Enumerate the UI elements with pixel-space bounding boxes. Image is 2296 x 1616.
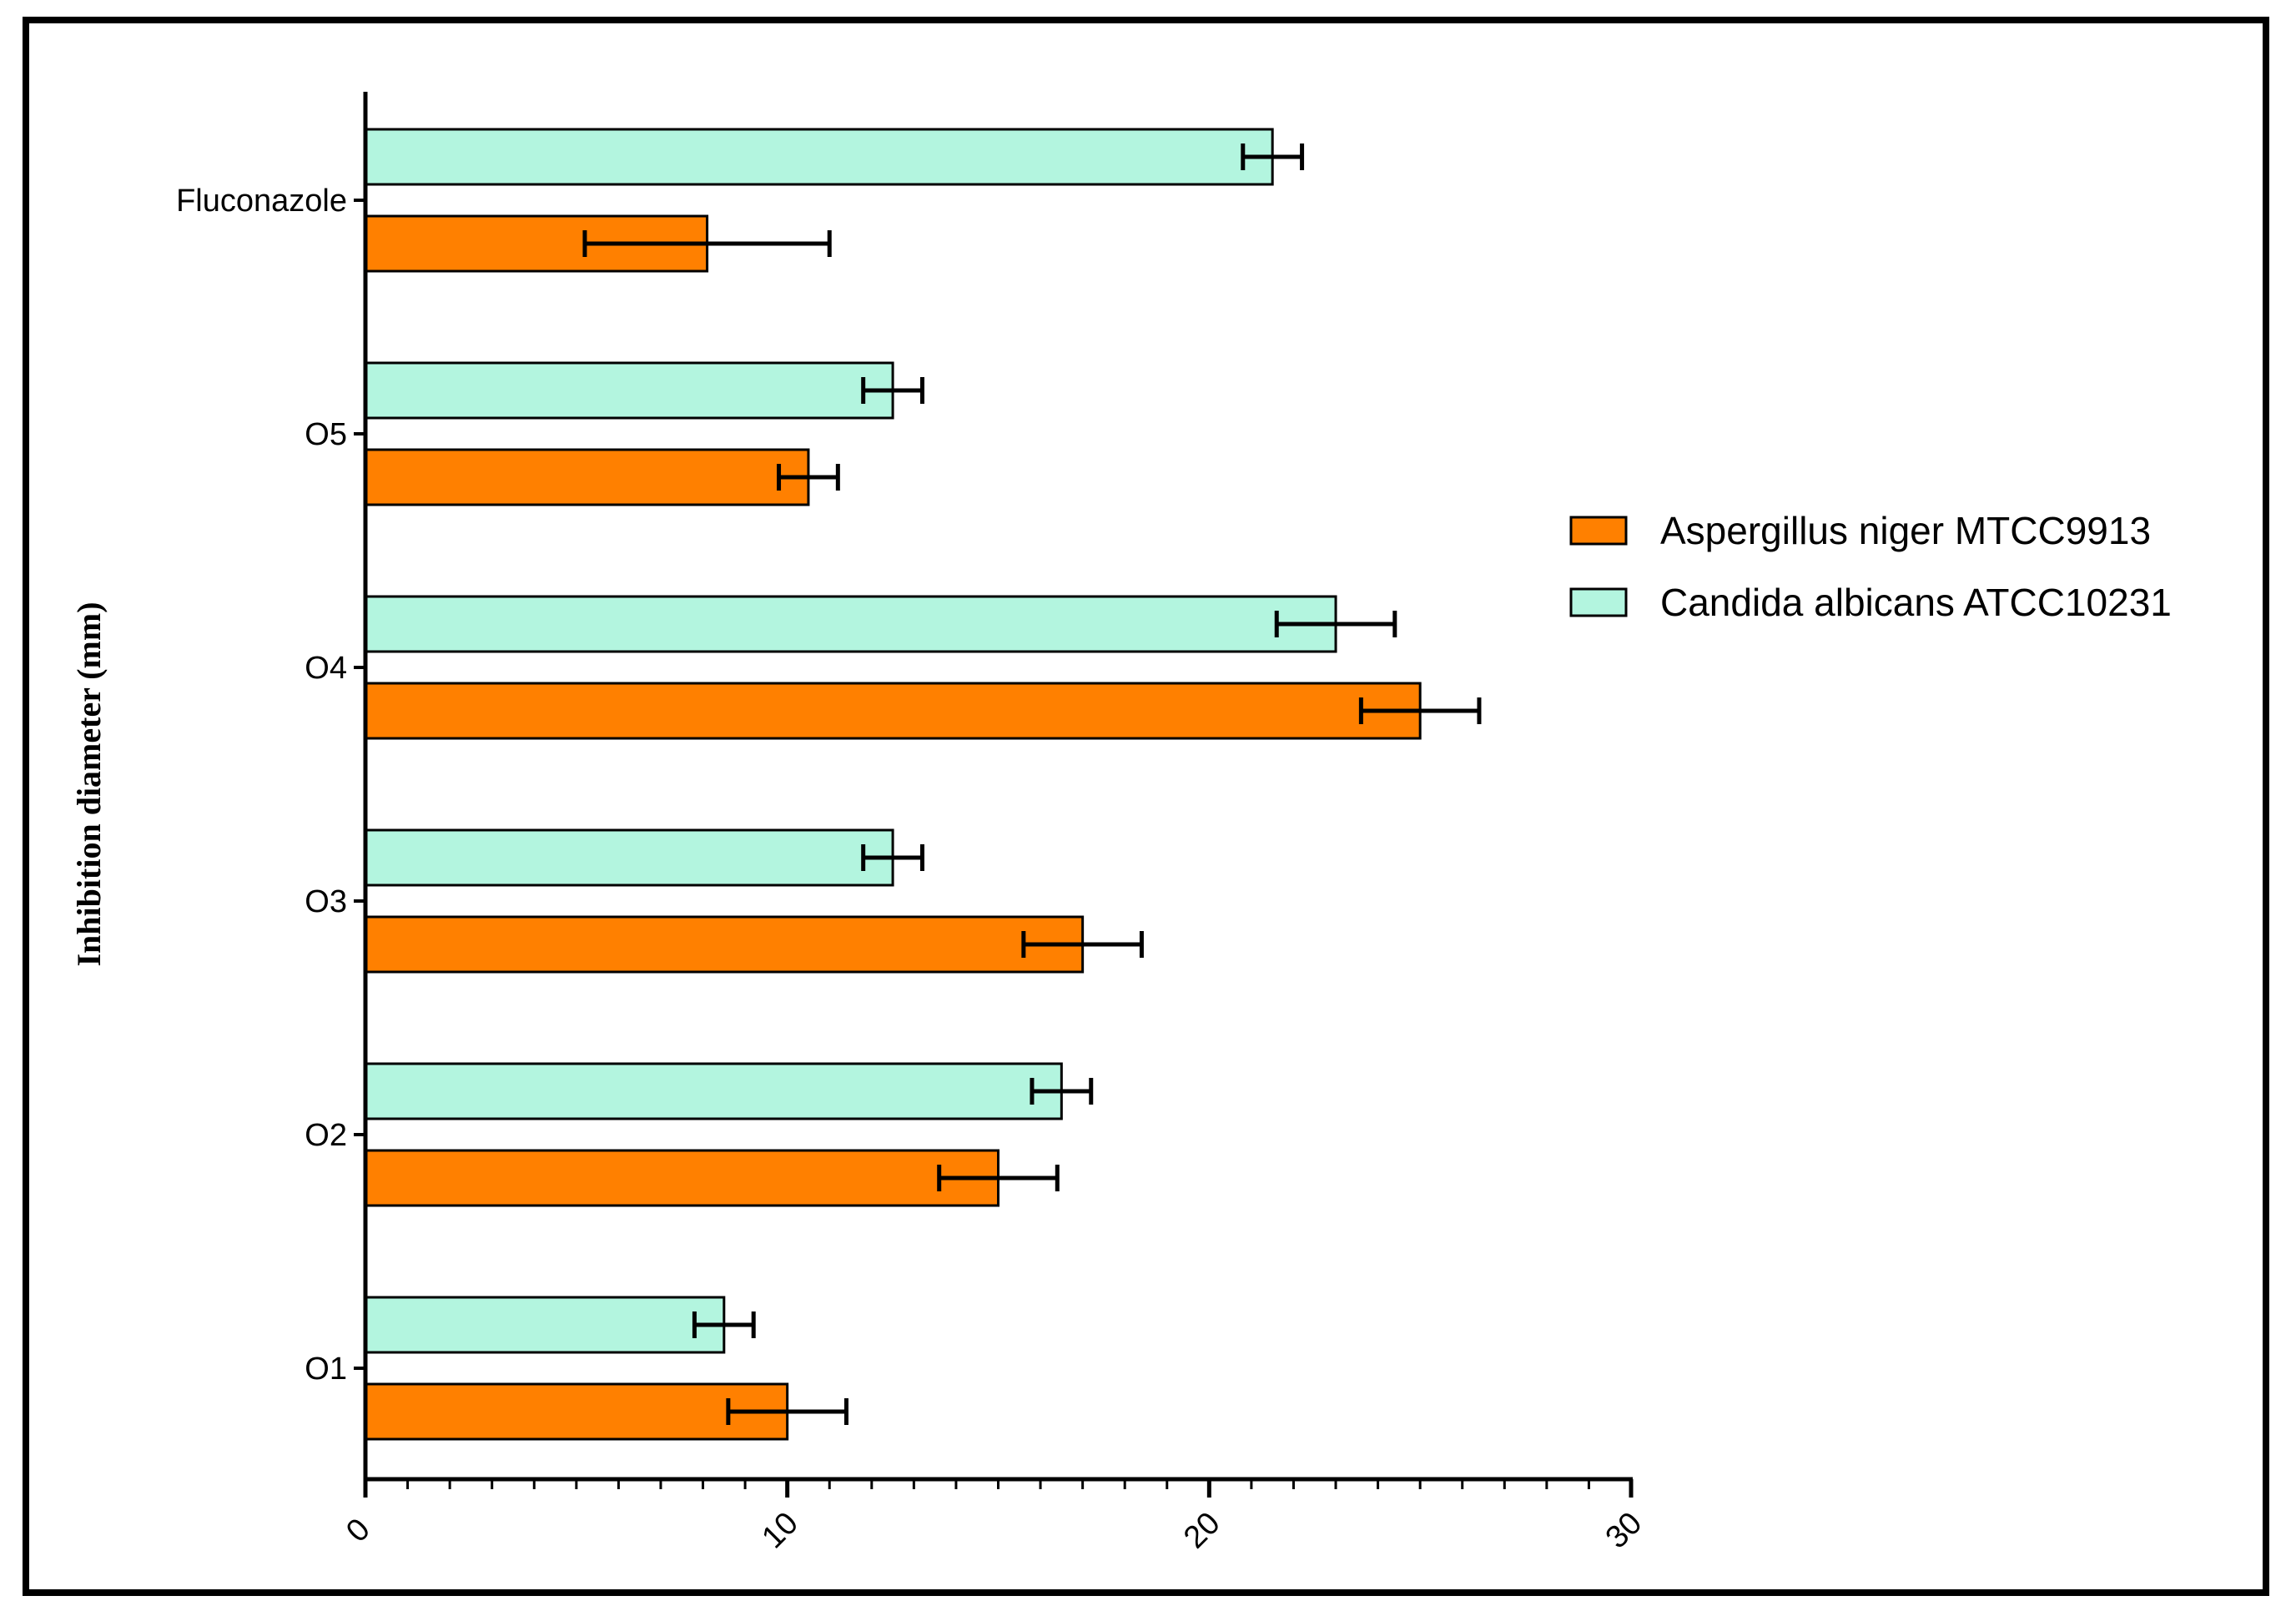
x-tick-label-0: 0 bbox=[340, 1512, 377, 1549]
legend-label-2: Candida albicans ATCC10231 bbox=[1660, 581, 2172, 624]
y-tick-label-o1: O1 bbox=[305, 1352, 347, 1387]
labels-layer: O1 O2 O3 O4 O5 Fluconazole 0 10 20 30 bbox=[176, 184, 1649, 1555]
y-tick-label-o5: O5 bbox=[305, 417, 347, 452]
legend-swatch-2 bbox=[1569, 587, 1628, 617]
error-bars-layer bbox=[582, 143, 1482, 1425]
bar-o5-series-1 bbox=[364, 448, 810, 506]
bar-o2-series-1 bbox=[364, 1149, 999, 1207]
x-tick-label-10: 10 bbox=[755, 1506, 805, 1556]
legend-swatch-1 bbox=[1569, 516, 1628, 546]
bar-o5-series-2 bbox=[364, 361, 894, 420]
legend-label-1: Aspergillus niger MTCC9913 bbox=[1660, 509, 2151, 552]
axes-layer bbox=[354, 92, 1634, 1498]
bar-o3-series-1 bbox=[364, 915, 1085, 974]
bar-o1-series-1 bbox=[364, 1382, 789, 1441]
x-tick-label-30: 30 bbox=[1599, 1506, 1649, 1556]
bar-o4-series-1 bbox=[364, 682, 1422, 740]
bar-fluconazole-series-2 bbox=[364, 128, 1274, 186]
y-tick-label-fluconazole: Fluconazole bbox=[176, 184, 347, 219]
y-axis-title: Inhibition diameter (mm) bbox=[70, 602, 108, 966]
bar-o1-series-2 bbox=[364, 1296, 726, 1354]
y-tick-label-o3: O3 bbox=[305, 884, 347, 919]
x-tick-label-20: 20 bbox=[1177, 1506, 1227, 1556]
y-tick-label-o2: O2 bbox=[305, 1118, 347, 1153]
y-tick-label-o4: O4 bbox=[305, 651, 347, 686]
bar-o3-series-2 bbox=[364, 828, 894, 887]
bars-layer bbox=[364, 128, 1422, 1441]
bar-o4-series-2 bbox=[364, 595, 1337, 653]
bar-o2-series-2 bbox=[364, 1062, 1063, 1120]
legend: Aspergillus niger MTCC9913 Candida albica… bbox=[1569, 509, 2172, 624]
